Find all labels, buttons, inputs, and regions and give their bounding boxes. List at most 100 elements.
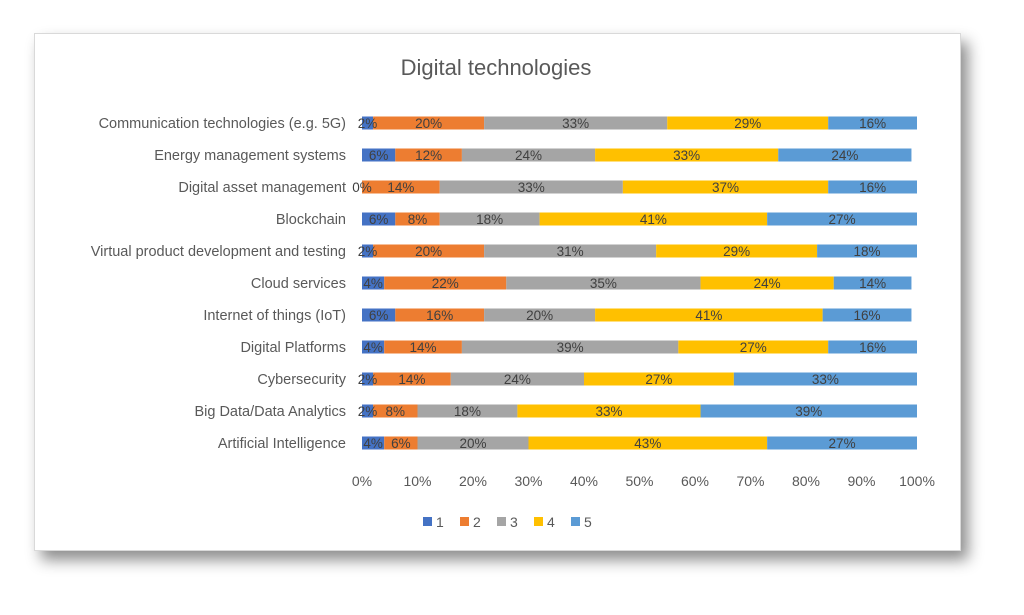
bar-segment-series-4 — [528, 436, 768, 450]
bar-segment-series-4 — [539, 212, 768, 226]
data-label: 2% — [358, 404, 378, 419]
data-label: 6% — [391, 436, 411, 451]
legend-label: 1 — [436, 514, 444, 530]
bar-segment-series-4 — [622, 180, 829, 194]
chart-title: Digital technologies — [401, 55, 592, 80]
data-label: 37% — [712, 180, 739, 195]
data-label: 27% — [740, 340, 767, 355]
bar-segment-series-5 — [828, 180, 917, 194]
bar-segment-series-3 — [484, 244, 657, 258]
data-label: 16% — [854, 308, 881, 323]
data-label: 39% — [795, 404, 822, 419]
data-label: 16% — [859, 116, 886, 131]
category-label: Cloud services — [251, 276, 346, 292]
data-label: 4% — [363, 340, 383, 355]
legend-swatch — [571, 517, 580, 526]
x-tick-label: 0% — [352, 473, 372, 489]
bar-segment-series-4 — [700, 276, 834, 290]
x-tick-label: 30% — [514, 473, 542, 489]
bar-segment-series-5 — [828, 116, 917, 130]
bar-segment-series-2 — [395, 212, 440, 226]
data-label: 33% — [562, 116, 589, 131]
bar-segment-series-5 — [833, 276, 912, 290]
bar-segment-series-5 — [700, 404, 917, 418]
bar-segment-series-2 — [384, 340, 462, 354]
data-label: 4% — [363, 276, 383, 291]
x-tick-label: 100% — [899, 473, 935, 489]
data-label: 20% — [415, 244, 442, 259]
category-label: Virtual product development and testing — [91, 244, 346, 260]
bar-segment-series-3 — [484, 116, 668, 130]
data-label: 22% — [432, 276, 459, 291]
data-label: 39% — [557, 340, 584, 355]
data-label: 18% — [454, 404, 481, 419]
legend-label: 5 — [584, 514, 592, 530]
category-label: Energy management systems — [154, 148, 346, 164]
data-label: 16% — [859, 180, 886, 195]
bar-segment-series-2 — [373, 244, 485, 258]
x-tick-label: 10% — [403, 473, 431, 489]
bar-segment-series-3 — [417, 404, 518, 418]
bar-segment-series-1 — [362, 276, 385, 290]
category-label: Communication technologies (e.g. 5G) — [99, 116, 346, 132]
bar-segment-series-4 — [595, 308, 823, 322]
data-label: 24% — [515, 148, 542, 163]
data-label: 31% — [557, 244, 584, 259]
bar-segment-series-4 — [595, 148, 779, 162]
bar-segment-series-1 — [362, 148, 396, 162]
data-label: 33% — [595, 404, 622, 419]
data-label: 18% — [476, 212, 503, 227]
category-axis: Communication technologies (e.g. 5G) Ener… — [91, 116, 347, 452]
bar-segment-series-1 — [362, 116, 374, 130]
bar-segment-series-1 — [362, 308, 396, 322]
data-label: 20% — [459, 436, 486, 451]
bar-segment-series-1 — [362, 372, 374, 386]
data-label: 2% — [358, 372, 378, 387]
data-label: 27% — [829, 436, 856, 451]
x-tick-label: 80% — [792, 473, 820, 489]
data-label: 33% — [812, 372, 839, 387]
bar-segment-series-4 — [656, 244, 818, 258]
data-label: 6% — [369, 308, 389, 323]
data-label: 18% — [854, 244, 881, 259]
data-label: 14% — [859, 276, 886, 291]
data-label: 24% — [504, 372, 531, 387]
bar-segment-series-2 — [395, 148, 462, 162]
bar-segment-series-1 — [362, 244, 374, 258]
bar-segment-series-5 — [822, 308, 912, 322]
data-label: 14% — [410, 340, 437, 355]
data-label: 27% — [645, 372, 672, 387]
category-label: Cybersecurity — [257, 372, 346, 388]
bar-segment-series-3 — [506, 276, 701, 290]
bar-segment-series-3 — [461, 148, 596, 162]
category-label: Artificial Intelligence — [218, 436, 346, 452]
data-label: 33% — [673, 148, 700, 163]
legend: 1 2 3 4 5 — [423, 514, 592, 530]
bar-segment-series-3 — [484, 308, 596, 322]
data-label: 16% — [859, 340, 886, 355]
bar-segment-series-1 — [362, 212, 396, 226]
legend-swatch — [460, 517, 469, 526]
category-label: Internet of things (IoT) — [203, 308, 346, 324]
legend-label: 4 — [547, 514, 555, 530]
data-label: 12% — [415, 148, 442, 163]
data-label: 16% — [426, 308, 453, 323]
data-labels-layer: 2% 20% 33% 29% 16% 6% 12% 24% 33% 24% 0% 14% 33% 37% 1… — [352, 116, 886, 451]
bar-segment-series-3 — [417, 436, 529, 450]
data-label: 35% — [590, 276, 617, 291]
bar-segment-series-5 — [828, 340, 917, 354]
stacked-bar-chart: Digital technologies 2% 20% 33% 29% 16%6% 12%… — [91, 55, 935, 530]
bars-layer — [362, 116, 917, 450]
bar-segment-series-2 — [384, 436, 418, 450]
data-label: 8% — [386, 404, 406, 419]
bar-segment-series-5 — [767, 212, 917, 226]
bar-segment-series-2 — [384, 276, 507, 290]
data-label: 0% — [352, 180, 372, 195]
legend-label: 2 — [473, 514, 481, 530]
x-tick-label: 90% — [847, 473, 875, 489]
bar-segment-series-2 — [395, 308, 485, 322]
data-label: 6% — [369, 148, 389, 163]
data-label: 29% — [734, 116, 761, 131]
category-label: Big Data/Data Analytics — [194, 404, 346, 420]
data-label: 27% — [829, 212, 856, 227]
